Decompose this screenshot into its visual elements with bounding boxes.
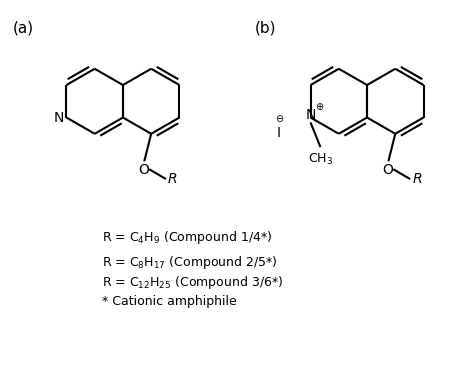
- Text: R = C$_8$H$_{17}$ (Compound 2/5*): R = C$_8$H$_{17}$ (Compound 2/5*): [101, 254, 277, 271]
- Text: O: O: [382, 163, 393, 177]
- Text: N: N: [54, 110, 64, 124]
- Text: R: R: [412, 172, 422, 186]
- Text: N: N: [305, 107, 316, 121]
- Text: (b): (b): [255, 21, 276, 35]
- Text: R = C$_4$H$_9$ (Compound 1/4*): R = C$_4$H$_9$ (Compound 1/4*): [101, 229, 272, 246]
- Text: I: I: [277, 126, 281, 140]
- Text: * Cationic amphiphile: * Cationic amphiphile: [101, 295, 237, 308]
- Text: ⊕: ⊕: [315, 102, 324, 112]
- Text: ⊖: ⊖: [275, 114, 283, 124]
- Text: R: R: [168, 172, 178, 186]
- Text: (a): (a): [13, 21, 34, 35]
- Text: CH$_3$: CH$_3$: [308, 152, 333, 167]
- Text: R = C$_{12}$H$_{25}$ (Compound 3/6*): R = C$_{12}$H$_{25}$ (Compound 3/6*): [101, 274, 283, 291]
- Text: O: O: [138, 163, 149, 177]
